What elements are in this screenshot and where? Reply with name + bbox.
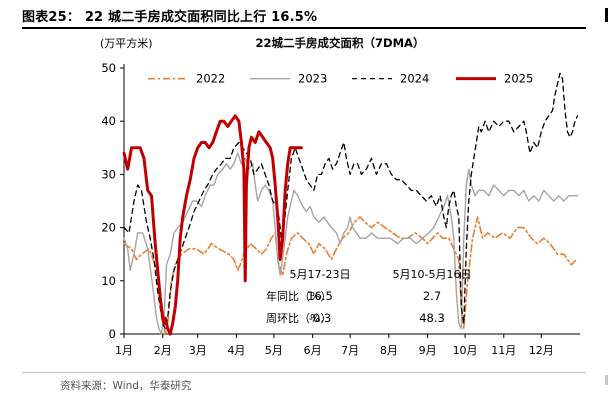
- table-cell: 16.5: [307, 289, 333, 303]
- table-cell: -0.3: [309, 311, 331, 325]
- legend-label-2023: 2023: [298, 72, 327, 86]
- table-cell: 48.3: [419, 311, 445, 325]
- y-tick-label: 40: [101, 114, 116, 128]
- legend-label-2022: 2022: [196, 72, 225, 86]
- x-axis: 1月 2月 3月 4月 5月 6月 7月 8月 9月 10月 11月 12月: [115, 333, 580, 357]
- x-tick-label: 1月: [115, 344, 133, 357]
- y-axis: 0 10 20 30 40 50: [101, 61, 125, 341]
- y-tick-label: 30: [101, 167, 116, 181]
- footer-rule: [22, 372, 586, 373]
- legend: 2022 2023 2024 2025: [148, 72, 533, 86]
- adjacent-panel-edge: [605, 8, 608, 22]
- x-tick-label: 6月: [304, 344, 322, 357]
- x-tick-label: 5月: [265, 344, 283, 357]
- series-line-2025: [122, 114, 303, 336]
- y-tick-label: 10: [101, 274, 116, 288]
- figure-title: 图表25： 22 城二手房成交面积同比上行 16.5%: [22, 10, 318, 25]
- table-header: 5月17-23日: [290, 268, 351, 281]
- title-rule: [22, 27, 586, 29]
- table-row-label: 年同比（%）: [266, 289, 331, 303]
- y-axis-label: (万平方米): [100, 36, 153, 50]
- chart-title: 22城二手房成交面积（7DMA）: [256, 36, 425, 50]
- source-note: 资料来源：Wind，华泰研究: [60, 380, 192, 392]
- table-header: 5月10-5月16日: [393, 268, 472, 281]
- adjacent-panel-edge-bottom: [605, 375, 608, 385]
- legend-label-2024: 2024: [400, 72, 429, 86]
- table-cell: 2.7: [423, 289, 441, 303]
- y-tick-label: 50: [101, 61, 116, 75]
- x-tick-label: 12月: [529, 344, 554, 357]
- plot-area: [122, 72, 579, 336]
- x-tick-label: 10月: [453, 344, 478, 357]
- y-tick-label: 20: [101, 221, 116, 235]
- table-row-label: 周环比（%）: [266, 312, 331, 325]
- legend-label-2025: 2025: [504, 72, 533, 86]
- series-line-2023: [123, 152, 579, 335]
- series-line-2022: [123, 216, 578, 335]
- x-tick-label: 7月: [341, 344, 359, 357]
- y-tick-label: 0: [109, 327, 116, 341]
- x-tick-label: 8月: [380, 344, 398, 357]
- x-tick-label: 4月: [227, 344, 245, 357]
- x-tick-label: 2月: [154, 344, 172, 357]
- x-tick-label: 3月: [189, 344, 207, 357]
- series-line-2024: [123, 72, 579, 330]
- x-tick-label: 11月: [491, 344, 516, 357]
- x-tick-label: 9月: [419, 344, 437, 357]
